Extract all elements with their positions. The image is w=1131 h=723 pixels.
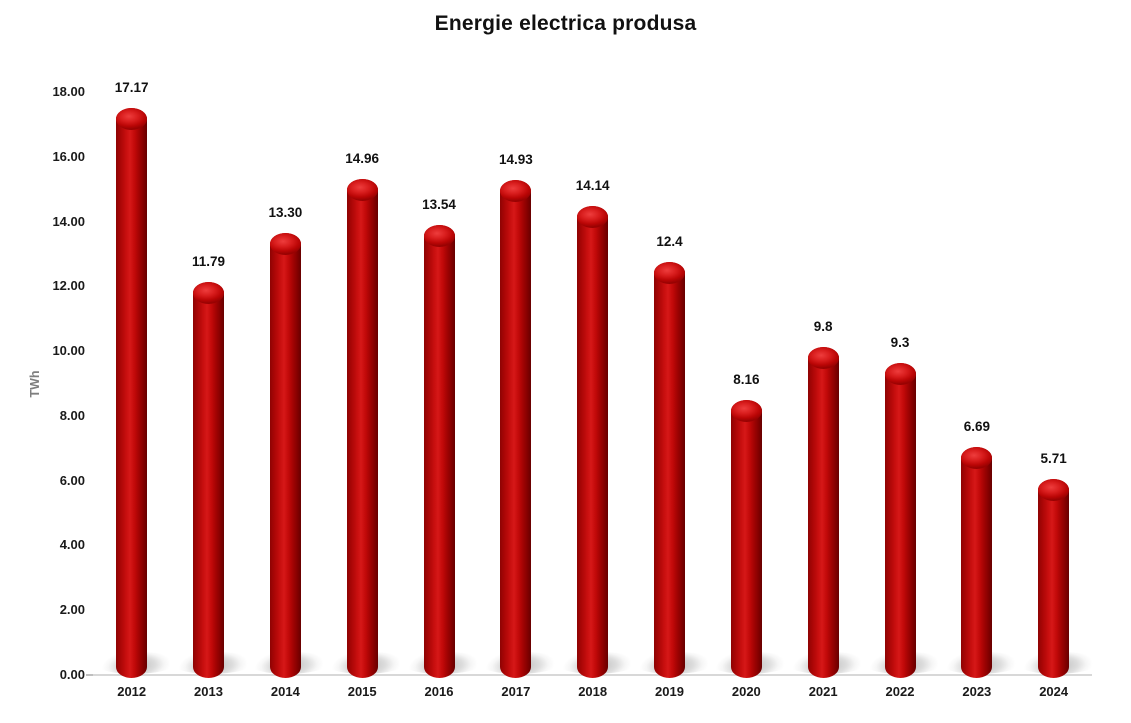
bar-2019 <box>654 262 685 678</box>
value-label-2018: 14.14 <box>575 178 610 194</box>
y-tick-label: 6.00 <box>59 472 85 488</box>
bar-2015 <box>346 179 378 678</box>
x-tick-label-2015: 2015 <box>347 684 377 699</box>
x-tick-label-2021: 2021 <box>808 684 838 699</box>
value-label-2017: 14.93 <box>498 152 533 168</box>
bar-2020 <box>730 399 762 678</box>
x-tick-label-2023: 2023 <box>962 684 992 699</box>
value-label-2019: 12.4 <box>656 234 683 250</box>
y-tick-label: 16.00 <box>52 148 85 164</box>
bar-2024 <box>1038 479 1070 678</box>
value-label-2022: 9.3 <box>890 334 910 350</box>
value-label-2021: 9.8 <box>813 318 833 334</box>
bar-2023 <box>961 447 993 678</box>
y-tick-label: 10.00 <box>52 343 85 359</box>
value-label-2012: 17.17 <box>114 79 149 95</box>
y-tick-label: 2.00 <box>59 602 85 618</box>
y-tick-label: 18.00 <box>52 84 85 99</box>
y-tick-label: 4.00 <box>59 537 85 553</box>
x-tick-label-2012: 2012 <box>117 684 147 699</box>
x-tick-label-2020: 2020 <box>731 684 761 699</box>
value-label-2015: 14.96 <box>345 151 380 167</box>
bar-2014 <box>269 233 301 678</box>
y-tick-label: 14.00 <box>52 213 85 229</box>
value-label-2024: 5.71 <box>1040 451 1067 467</box>
value-label-2016: 13.54 <box>422 197 456 213</box>
x-tick-label-2014: 2014 <box>270 684 300 699</box>
x-tick-label-2019: 2019 <box>655 684 684 699</box>
x-tick-label-2018: 2018 <box>578 684 608 699</box>
bar-2016 <box>423 225 455 678</box>
origin-tick <box>86 674 93 676</box>
bar-2021 <box>807 346 839 678</box>
bar-2013 <box>193 282 225 678</box>
x-tick-label-2022: 2022 <box>885 684 915 699</box>
bar-2022 <box>884 362 916 678</box>
value-label-2014: 13.30 <box>268 205 303 221</box>
value-label-2013: 11.79 <box>191 254 226 270</box>
x-tick-label-2024: 2024 <box>1039 684 1069 699</box>
bar-2017 <box>500 180 532 678</box>
x-tick-label-2017: 2017 <box>501 684 531 699</box>
y-tick-label: 8.00 <box>59 407 85 423</box>
y-tick-label: 12.00 <box>52 278 85 294</box>
bar-2012 <box>116 107 148 678</box>
x-tick-label-2013: 2013 <box>194 684 223 699</box>
value-label-2020: 8.16 <box>733 371 760 387</box>
y-tick-label: 0.00 <box>59 667 85 682</box>
x-tick-label-2016: 2016 <box>424 684 454 699</box>
bar-2018 <box>577 206 609 678</box>
y-axis-title: TWh <box>28 370 42 398</box>
chart-title: Energie electrica produsa <box>434 12 697 35</box>
value-label-2023: 6.69 <box>963 419 990 435</box>
